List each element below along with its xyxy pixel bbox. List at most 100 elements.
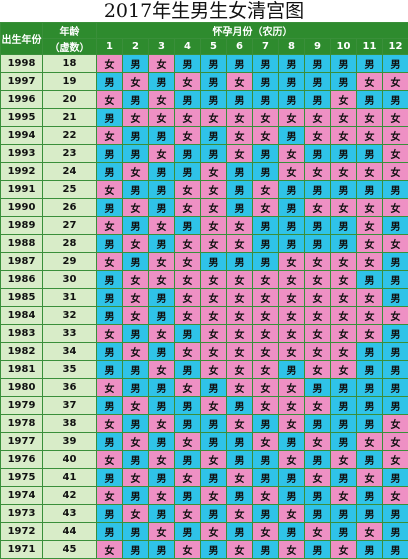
- male-cell: 男: [97, 523, 123, 541]
- female-cell: 女: [227, 307, 253, 325]
- female-cell: 女: [383, 145, 408, 163]
- female-cell: 女: [149, 109, 175, 127]
- female-cell: 女: [357, 127, 383, 145]
- birth-year-cell: 1983: [1, 325, 43, 343]
- female-cell: 女: [175, 235, 201, 253]
- male-cell: 男: [175, 163, 201, 181]
- age-cell: 25: [43, 181, 97, 199]
- female-cell: 女: [383, 163, 408, 181]
- male-cell: 男: [331, 181, 357, 199]
- male-cell: 男: [227, 91, 253, 109]
- female-cell: 女: [97, 379, 123, 397]
- female-cell: 女: [201, 235, 227, 253]
- female-cell: 女: [97, 487, 123, 505]
- male-cell: 男: [227, 253, 253, 271]
- male-cell: 男: [175, 415, 201, 433]
- male-cell: 男: [305, 415, 331, 433]
- male-cell: 男: [201, 505, 227, 523]
- birth-year-cell: 1995: [1, 109, 43, 127]
- female-cell: 女: [175, 289, 201, 307]
- age-cell: 42: [43, 487, 97, 505]
- male-cell: 男: [97, 361, 123, 379]
- male-cell: 男: [383, 253, 408, 271]
- female-cell: 女: [201, 271, 227, 289]
- male-cell: 男: [123, 217, 149, 235]
- birth-year-cell: 1971: [1, 541, 43, 559]
- female-cell: 女: [97, 181, 123, 199]
- female-cell: 女: [357, 307, 383, 325]
- age-cell: 43: [43, 505, 97, 523]
- male-cell: 男: [253, 235, 279, 253]
- female-cell: 女: [383, 451, 408, 469]
- male-cell: 男: [305, 145, 331, 163]
- female-cell: 女: [149, 451, 175, 469]
- female-cell: 女: [357, 235, 383, 253]
- male-cell: 男: [279, 487, 305, 505]
- age-cell: 20: [43, 91, 97, 109]
- age-cell: 35: [43, 361, 97, 379]
- female-cell: 女: [357, 253, 383, 271]
- female-cell: 女: [331, 289, 357, 307]
- birth-year-cell: 1986: [1, 271, 43, 289]
- female-cell: 女: [305, 199, 331, 217]
- male-cell: 男: [331, 415, 357, 433]
- male-cell: 男: [97, 235, 123, 253]
- male-cell: 男: [279, 217, 305, 235]
- birth-year-cell: 1996: [1, 91, 43, 109]
- female-cell: 女: [227, 379, 253, 397]
- male-cell: 男: [175, 451, 201, 469]
- female-cell: 女: [331, 361, 357, 379]
- female-cell: 女: [97, 253, 123, 271]
- female-cell: 女: [149, 415, 175, 433]
- female-cell: 女: [201, 325, 227, 343]
- male-cell: 男: [357, 181, 383, 199]
- female-cell: 女: [279, 541, 305, 559]
- age-cell: 41: [43, 469, 97, 487]
- male-cell: 男: [123, 91, 149, 109]
- male-cell: 男: [201, 541, 227, 559]
- female-cell: 女: [305, 325, 331, 343]
- female-cell: 女: [331, 325, 357, 343]
- age-cell: 18: [43, 55, 97, 73]
- male-cell: 男: [279, 361, 305, 379]
- male-cell: 男: [383, 505, 408, 523]
- male-cell: 男: [97, 307, 123, 325]
- male-cell: 男: [279, 469, 305, 487]
- male-cell: 男: [97, 469, 123, 487]
- male-cell: 男: [201, 127, 227, 145]
- female-cell: 女: [253, 289, 279, 307]
- male-cell: 男: [305, 487, 331, 505]
- male-cell: 男: [149, 505, 175, 523]
- female-cell: 女: [279, 253, 305, 271]
- female-cell: 女: [97, 541, 123, 559]
- male-cell: 男: [97, 163, 123, 181]
- female-cell: 女: [357, 289, 383, 307]
- age-cell: 22: [43, 127, 97, 145]
- female-cell: 女: [305, 469, 331, 487]
- female-cell: 女: [253, 523, 279, 541]
- female-cell: 女: [201, 109, 227, 127]
- female-cell: 女: [279, 325, 305, 343]
- male-cell: 男: [253, 415, 279, 433]
- birth-year-cell: 1980: [1, 379, 43, 397]
- female-cell: 女: [331, 91, 357, 109]
- female-cell: 女: [357, 469, 383, 487]
- male-cell: 男: [305, 505, 331, 523]
- male-cell: 男: [175, 487, 201, 505]
- female-cell: 女: [97, 325, 123, 343]
- female-cell: 女: [149, 523, 175, 541]
- male-cell: 男: [149, 343, 175, 361]
- month-header: 9: [305, 39, 331, 55]
- birth-year-cell: 1982: [1, 343, 43, 361]
- age-cell: 39: [43, 433, 97, 451]
- female-cell: 女: [383, 433, 408, 451]
- age-cell: 33: [43, 325, 97, 343]
- male-cell: 男: [357, 55, 383, 73]
- month-header: 1: [97, 39, 123, 55]
- female-cell: 女: [305, 523, 331, 541]
